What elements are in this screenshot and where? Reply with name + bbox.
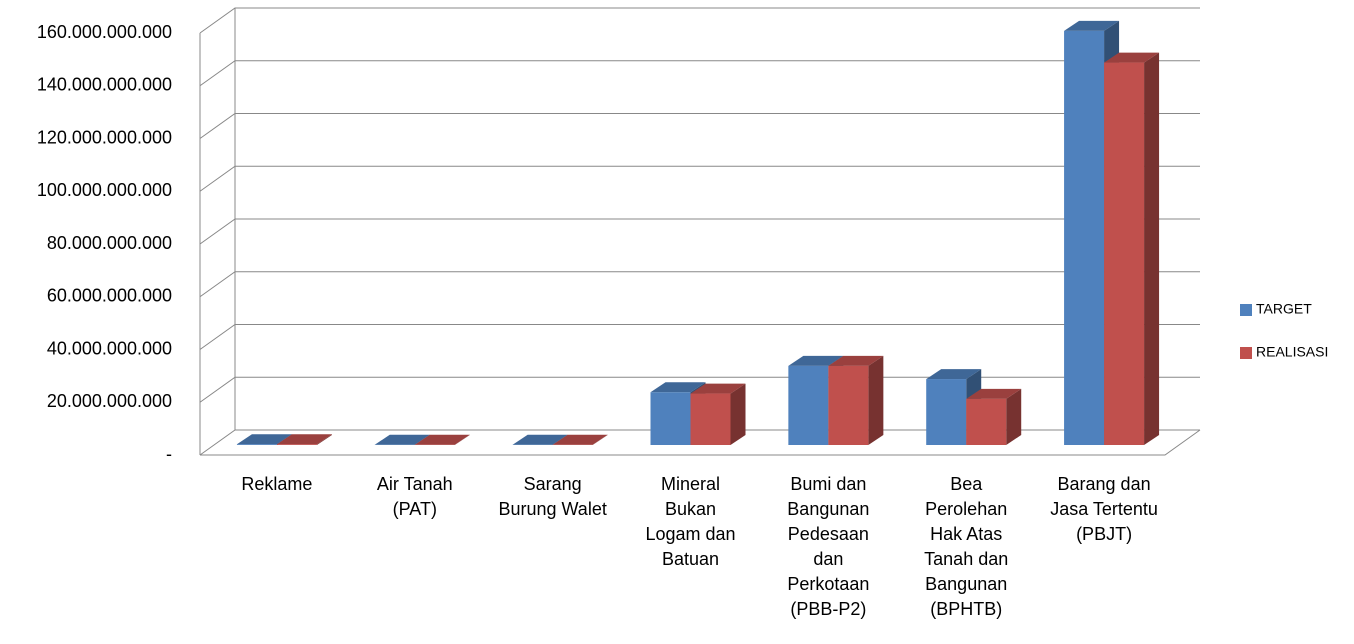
y-tick-label: 40.000.000.000	[47, 338, 172, 358]
x-tick-label: Sarang Burung Walet	[498, 474, 607, 519]
bar-side	[592, 434, 608, 445]
x-tick-label: Mineral Bukan Logam dan Batuan	[645, 474, 736, 569]
grid-line	[199, 113, 1200, 139]
bar-top	[1104, 52, 1160, 63]
y-tick-label: 160.000.000.000	[37, 22, 172, 42]
bar	[1064, 30, 1105, 445]
bar	[236, 444, 277, 445]
y-tick-label: 120.000.000.000	[37, 127, 172, 147]
bar-top	[236, 434, 292, 445]
y-tick-label: 100.000.000.000	[37, 180, 172, 200]
grid-line	[199, 7, 1200, 34]
legend-swatch	[1240, 304, 1252, 316]
x-tick-label: Barang dan Jasa Tertentu (PBJT)	[1050, 474, 1158, 544]
y-tick-label: 140.000.000.000	[37, 75, 172, 95]
bar-side	[1144, 52, 1160, 445]
y-tick-label: 20.000.000.000	[47, 391, 172, 411]
bar	[690, 393, 731, 445]
y-tick-label: 80.000.000.000	[47, 233, 172, 253]
bar-side	[730, 383, 746, 445]
y-tick-label: -	[166, 444, 172, 464]
bar-side	[868, 355, 884, 445]
grid-line	[199, 324, 1200, 350]
bar-top	[414, 434, 470, 445]
bar	[966, 398, 1007, 445]
x-tick-label: Air Tanah (PAT)	[376, 474, 453, 519]
grid-line	[199, 60, 1200, 87]
bar	[788, 365, 829, 445]
bar-top	[690, 383, 746, 394]
bar	[828, 365, 869, 445]
bar-top	[788, 355, 844, 366]
bar	[276, 444, 317, 445]
bar-top	[828, 355, 884, 366]
bar	[926, 379, 967, 445]
bar-top	[276, 434, 332, 445]
bar-top	[512, 434, 568, 445]
bar-top	[966, 388, 1022, 399]
bar-top	[1064, 20, 1120, 31]
legend-label: REALISASI	[1256, 344, 1328, 360]
floor	[200, 429, 1201, 456]
legend-swatch	[1240, 347, 1252, 359]
x-tick-label: Reklame	[241, 474, 313, 494]
grid-line	[199, 165, 1200, 192]
bar-top	[374, 434, 430, 445]
bar	[650, 392, 691, 445]
x-tick-label: Bea Perolehan Hak Atas Tanah dan Banguna…	[924, 474, 1009, 619]
y-tick-label: 60.000.000.000	[47, 286, 172, 306]
bar	[1104, 62, 1145, 445]
bar-side	[1006, 388, 1022, 445]
legend-label: TARGET	[1256, 301, 1312, 317]
bar-top	[552, 434, 608, 445]
x-tick-label: Bumi dan Bangunan Pedesaan dan Perkotaan…	[787, 474, 870, 619]
bar-side	[316, 434, 332, 445]
grid-line	[199, 218, 1200, 245]
grid-line	[199, 271, 1200, 298]
bar-top	[650, 382, 706, 393]
bar-top	[926, 369, 982, 380]
bar-side	[454, 434, 470, 445]
